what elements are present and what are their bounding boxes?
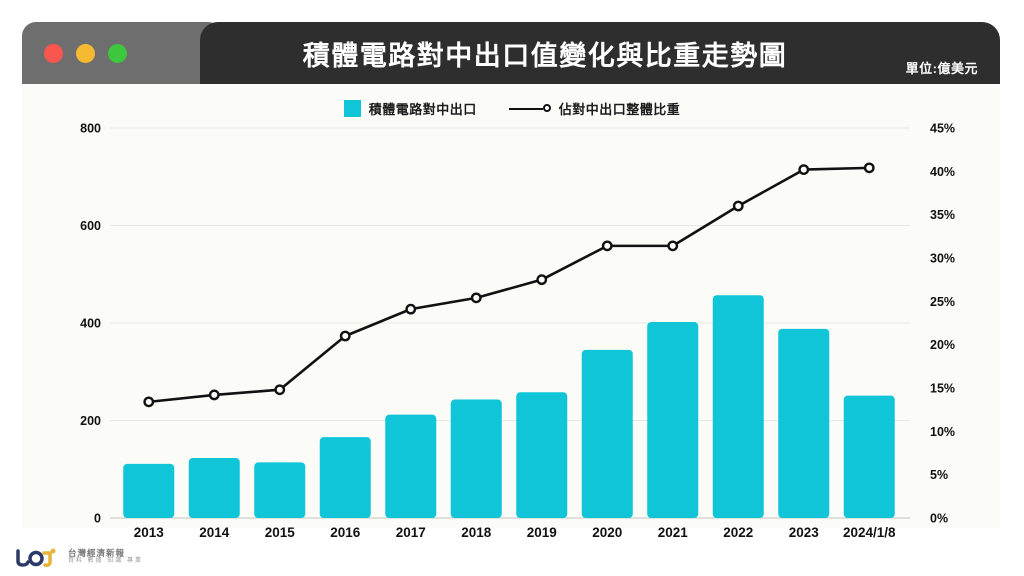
unit-label: 單位:億美元 — [905, 61, 978, 76]
close-window-button[interactable] — [44, 44, 63, 63]
tej-logo-icon — [16, 548, 56, 567]
chart-legend: 積體電路對中出口 佔對中出口整體比重 — [0, 99, 1024, 118]
legend-square-icon — [343, 100, 361, 117]
legend-label-line-series: 佔對中出口整體比重 — [558, 102, 681, 117]
legend-line-circle-icon — [508, 103, 551, 115]
traffic-light-group — [44, 44, 127, 63]
chart-card — [22, 84, 1000, 528]
window-chrome — [22, 22, 222, 84]
logo-text-sub: 資料 數據 知識 專業 — [68, 558, 144, 565]
legend-item-line-series[interactable]: 佔對中出口整體比重 — [508, 99, 681, 118]
title-bar: 積體電路對中出口值變化與比重走勢圖 單位:億美元 — [200, 22, 1000, 84]
maximize-window-button[interactable] — [108, 44, 127, 63]
minimize-window-button[interactable] — [76, 44, 95, 63]
page-title: 積體電路對中出口值變化與比重走勢圖 — [302, 40, 788, 71]
logo-text: 台灣經濟新報 資料 數據 知識 專業 — [68, 547, 144, 566]
logo-text-main: 台灣經濟新報 — [68, 547, 126, 558]
footer-logo: 台灣經濟新報 資料 數據 知識 專業 — [14, 546, 143, 568]
legend-label-bar-series: 積體電路對中出口 — [368, 102, 477, 117]
legend-item-bar-series[interactable]: 積體電路對中出口 — [343, 99, 477, 118]
